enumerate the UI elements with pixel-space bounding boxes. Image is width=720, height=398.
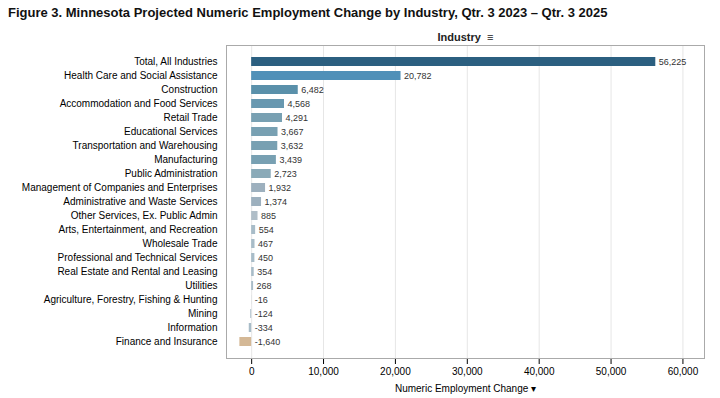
svg-text:Accommodation and Food Service: Accommodation and Food Services [60, 98, 218, 109]
svg-text:Administrative and Waste Servi: Administrative and Waste Services [63, 196, 217, 207]
svg-text:885: 885 [261, 211, 276, 221]
svg-text:Finance and Insurance: Finance and Insurance [116, 336, 218, 347]
svg-text:0: 0 [249, 366, 255, 377]
svg-text:Numeric Employment Change ▾: Numeric Employment Change ▾ [395, 383, 536, 394]
svg-text:60,000: 60,000 [668, 366, 699, 377]
svg-text:-334: -334 [255, 323, 273, 333]
svg-text:554: 554 [259, 225, 274, 235]
svg-text:Manufacturing: Manufacturing [154, 154, 217, 165]
svg-text:Information: Information [167, 322, 217, 333]
svg-text:Utilities: Utilities [185, 280, 217, 291]
svg-text:-1,640: -1,640 [255, 337, 281, 347]
svg-text:4,291: 4,291 [286, 113, 309, 123]
svg-text:6,482: 6,482 [301, 85, 324, 95]
svg-text:40,000: 40,000 [524, 366, 555, 377]
svg-text:1,932: 1,932 [269, 183, 292, 193]
svg-text:450: 450 [258, 253, 273, 263]
svg-text:Other Services, Ex. Public Adm: Other Services, Ex. Public Admin [71, 210, 218, 221]
svg-text:4,568: 4,568 [287, 99, 310, 109]
svg-text:2,723: 2,723 [274, 169, 297, 179]
svg-text:Agriculture, Forestry, Fishing: Agriculture, Forestry, Fishing & Hunting [44, 294, 218, 305]
svg-text:3,667: 3,667 [281, 127, 304, 137]
svg-text:Management of Companies and En: Management of Companies and Enterprises [22, 182, 218, 193]
html-text:Figure 3. Minnesota Projected: Figure 3. Minnesota Projected Numeric Em… [8, 5, 608, 20]
svg-text:50,000: 50,000 [596, 366, 627, 377]
svg-text:Transportation and Warehousing: Transportation and Warehousing [73, 140, 218, 151]
svg-text:Arts, Entertainment, and Recre: Arts, Entertainment, and Recreation [59, 224, 218, 235]
svg-text:268: 268 [257, 281, 272, 291]
svg-text:Professional and Technical Ser: Professional and Technical Services [58, 252, 218, 263]
svg-text:Wholesale Trade: Wholesale Trade [142, 238, 217, 249]
svg-text:20,000: 20,000 [380, 366, 411, 377]
svg-text:Health Care and Social Assista: Health Care and Social Assistance [64, 70, 218, 81]
svg-text:Educational Services: Educational Services [124, 126, 217, 137]
svg-text:3,632: 3,632 [281, 141, 304, 151]
svg-text:10,000: 10,000 [308, 366, 339, 377]
svg-text:30,000: 30,000 [452, 366, 483, 377]
svg-text:Mining: Mining [188, 308, 217, 319]
svg-text:354: 354 [257, 267, 272, 277]
svg-text:56,225: 56,225 [659, 57, 687, 67]
svg-text:Retail Trade: Retail Trade [164, 112, 218, 123]
svg-text:Industry ≡: Industry ≡ [438, 31, 494, 43]
svg-text:-124: -124 [255, 309, 273, 319]
svg-text:467: 467 [258, 239, 273, 249]
svg-text:Public Administration: Public Administration [125, 168, 218, 179]
svg-text:Construction: Construction [161, 84, 217, 95]
svg-text:3,439: 3,439 [279, 155, 302, 165]
svg-text:-16: -16 [255, 295, 268, 305]
svg-text:Real Estate and Rental and Lea: Real Estate and Rental and Leasing [57, 266, 217, 277]
svg-text:1,374: 1,374 [265, 197, 288, 207]
svg-text:Total, All Industries: Total, All Industries [134, 56, 217, 67]
svg-text:20,782: 20,782 [404, 71, 432, 81]
